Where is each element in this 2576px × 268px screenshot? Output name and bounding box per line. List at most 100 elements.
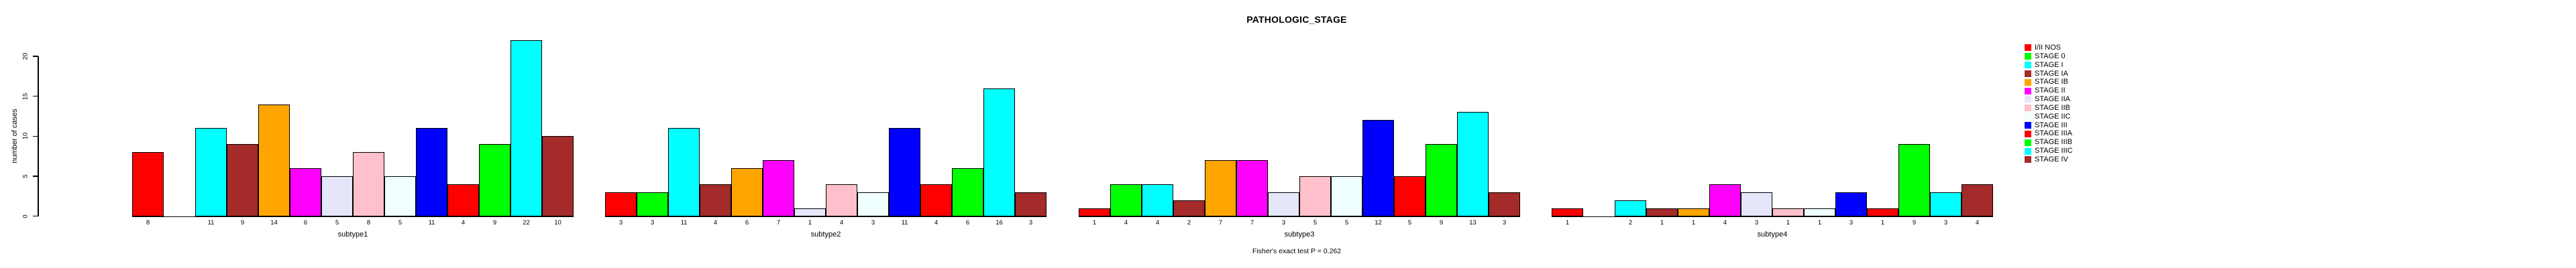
bar-value-label: 4: [1975, 219, 1980, 226]
bar-value-label: 1: [1092, 219, 1097, 226]
y-axis-tick-label: 10: [21, 132, 30, 140]
bar: [637, 192, 668, 216]
legend-label: STAGE II: [2035, 86, 2065, 95]
bar: [1394, 176, 1426, 216]
legend-item: STAGE III: [2025, 121, 2073, 130]
bar-group-subtype1: [132, 34, 574, 216]
bar-slot: [889, 34, 920, 216]
legend-label: STAGE IIIB: [2035, 138, 2073, 147]
legend-item: STAGE IIA: [2025, 95, 2073, 104]
bar: [1426, 144, 1457, 216]
legend-swatch: [2025, 113, 2031, 121]
legend-item: STAGE IV: [2025, 155, 2073, 164]
bar-slot: [763, 34, 794, 216]
bar: [1079, 208, 1110, 216]
bar-value-label: 4: [934, 219, 938, 226]
bar-value-label: 22: [523, 219, 530, 226]
legend-item: STAGE IIIC: [2025, 147, 2073, 155]
bar-slot: [1835, 34, 1867, 216]
bar-slot: [1898, 34, 1930, 216]
bar-value-label: [164, 219, 195, 227]
legend-item: STAGE IIB: [2025, 104, 2073, 113]
bar: [1142, 184, 1173, 216]
bar: [952, 168, 983, 216]
group-label-subtype3: subtype3: [1284, 230, 1315, 239]
x-axis-line: [605, 216, 1046, 217]
bar-slot: [700, 34, 731, 216]
y-axis-tick: [33, 215, 38, 217]
bar-slot: [983, 34, 1015, 216]
bar-value-label: 3: [1849, 219, 1854, 226]
bar-slot: [1173, 34, 1205, 216]
bar-value-label: 10: [554, 219, 561, 226]
bar-value-label: 6: [965, 219, 970, 226]
bar-value-row: 3 3 11 4 6 7 1 4 3 11 4 6 16 3: [605, 219, 1046, 227]
bar-value-row: 1 2 1 1 4 3 1 1 3 1 9 3 4: [1552, 219, 1993, 227]
bar-value-label: 3: [650, 219, 655, 226]
legend-swatch: [2025, 78, 2031, 86]
bar-value-label: 5: [398, 219, 402, 226]
bar: [1804, 208, 1835, 216]
bar-value-label: 3: [1943, 219, 1948, 226]
bar: [1236, 160, 1268, 216]
bar-slot: [1709, 34, 1741, 216]
bar-slot: [1962, 34, 1993, 216]
bar-slot: [1867, 34, 1898, 216]
legend-swatch: [2025, 130, 2031, 137]
bar-value-label: 13: [1469, 219, 1477, 226]
bar: [447, 184, 479, 216]
bar-value-label: 8: [366, 219, 371, 226]
bar: [889, 128, 920, 216]
bar-slot: [1142, 34, 1173, 216]
legend-label: STAGE IIIA: [2035, 129, 2073, 138]
legend-item: STAGE IIC: [2025, 113, 2073, 121]
bar-slot: [1205, 34, 1236, 216]
bar-slot: [731, 34, 763, 216]
y-axis-tick: [33, 135, 38, 137]
bar-value-label: 1: [808, 219, 812, 226]
bar-slot: [952, 34, 983, 216]
legend-item: STAGE I: [2025, 61, 2073, 70]
bar-value-label: 2: [1628, 219, 1633, 226]
bar-value-label: 7: [1218, 219, 1223, 226]
chart-title: PATHOLOGIC_STAGE: [1246, 14, 1347, 25]
bar-slot: [321, 34, 353, 216]
bar-value-label: 5: [1407, 219, 1412, 226]
bar-slot: [416, 34, 447, 216]
bar-slot: [1426, 34, 1457, 216]
bar: [258, 104, 290, 216]
legend-item: STAGE II: [2025, 86, 2073, 95]
bar-slot: [794, 34, 826, 216]
bar-value-label: 4: [713, 219, 718, 226]
bar-slot: [1678, 34, 1709, 216]
bar-slot: [637, 34, 668, 216]
bar: [605, 192, 637, 216]
bar: [1962, 184, 1993, 216]
bar-value-label: 5: [1344, 219, 1349, 226]
bar-value-label: 1: [1817, 219, 1822, 226]
bar: [668, 128, 700, 216]
x-axis-line: [132, 216, 574, 217]
bar-value-label: 1: [1660, 219, 1664, 226]
legend-swatch: [2025, 156, 2031, 163]
bar: [132, 152, 164, 216]
bar-slot: [511, 34, 542, 216]
bar-slot: [195, 34, 227, 216]
bar-value-label: 9: [1439, 219, 1444, 226]
bar-value-row: 1 4 4 2 7 7 3 5 5 12 5 9 13 3: [1079, 219, 1520, 227]
bar-slot: [384, 34, 416, 216]
bar-group-subtype3: [1079, 34, 1520, 216]
bar-slot: [258, 34, 290, 216]
bar-value-label: 9: [1912, 219, 1917, 226]
bar-value-label: 11: [428, 219, 435, 226]
bar-slot: [1489, 34, 1520, 216]
bar-value-label: 11: [207, 219, 215, 226]
bar: [1173, 200, 1205, 216]
bar-value-label: 9: [492, 219, 497, 226]
bar-value-label: 14: [270, 219, 278, 226]
bar-value-label: [1583, 219, 1615, 227]
legend-item: STAGE IIIB: [2025, 138, 2073, 147]
bar: [1898, 144, 1930, 216]
y-axis-tick-label: 15: [21, 92, 30, 100]
